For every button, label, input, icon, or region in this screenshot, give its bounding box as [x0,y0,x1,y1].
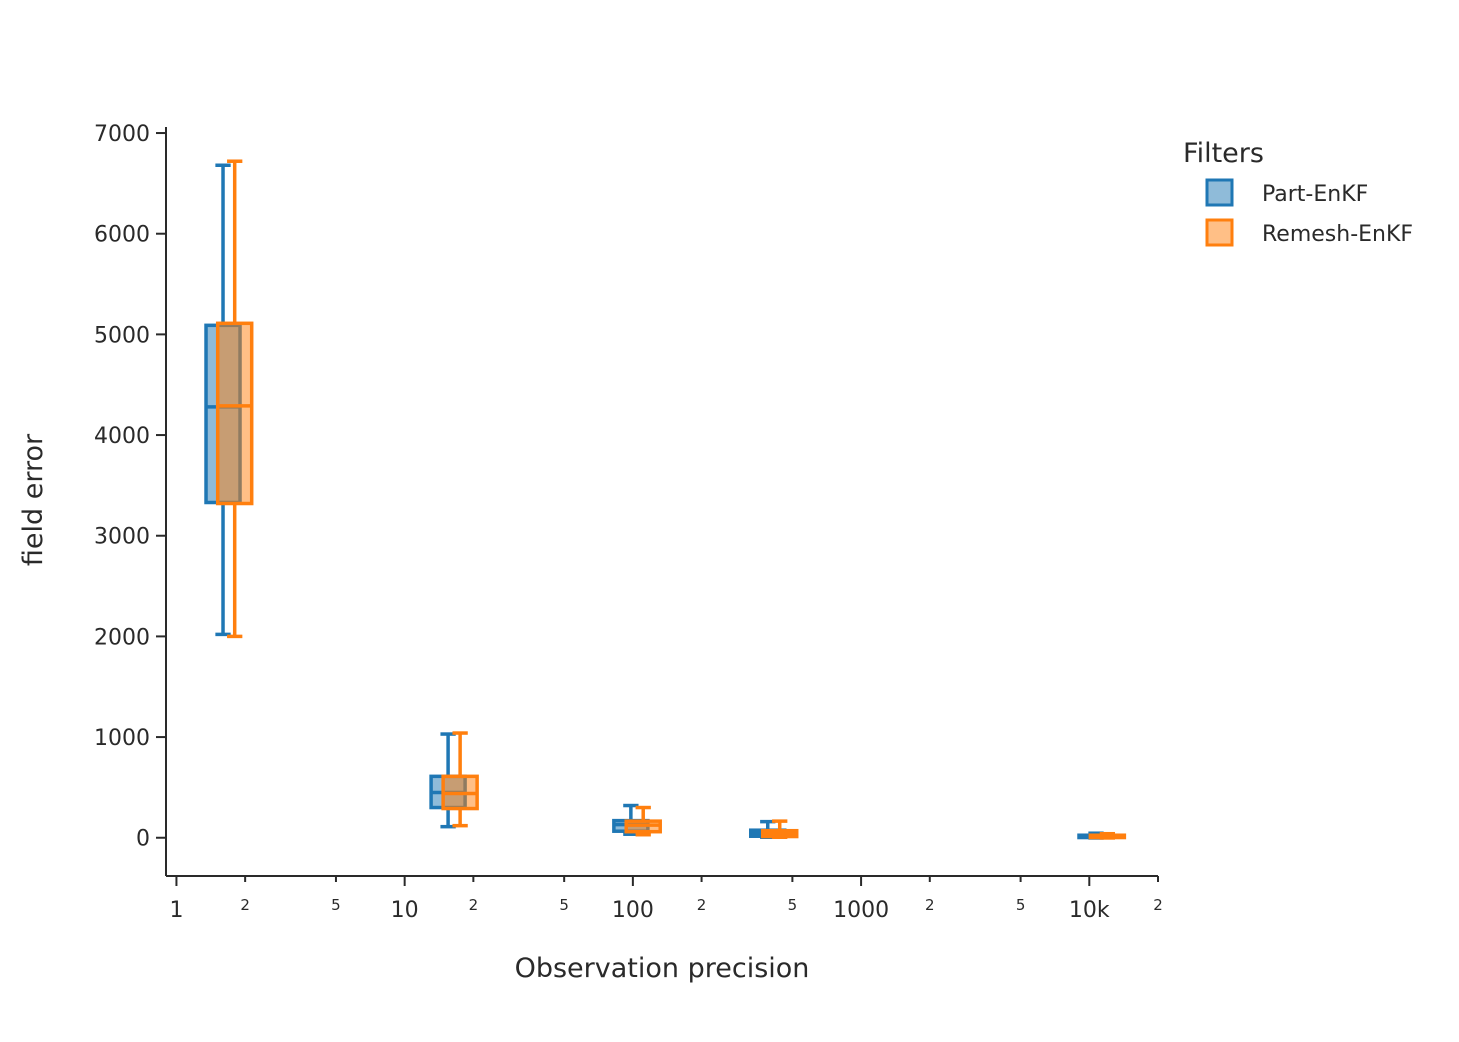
x-tick-label-1: 1 [169,898,183,923]
x-tick-label-10000: 10k [1069,898,1110,923]
y-tick-label-4000: 4000 [94,424,150,449]
legend-label-remesh-enkf: Remesh-EnKF [1262,222,1413,247]
x-minor-tick-label-20000: 2 [1153,896,1163,914]
x-tick-label-100: 100 [612,898,654,923]
legend-title: Filters [1183,138,1264,169]
x-minor-tick-label-2000: 2 [925,896,935,914]
y-tick-label-1000: 1000 [94,726,150,751]
box-remesh-enkf-4[interactable] [1088,831,1127,840]
x-minor-tick-label-20: 2 [469,896,479,914]
box-body [215,321,254,506]
legend-item-part-enkf[interactable]: Part-EnKF [1205,178,1368,207]
x-tick-label-10: 10 [391,898,419,923]
legend-item-remesh-enkf[interactable]: Remesh-EnKF [1205,218,1413,247]
box-remesh-enkf-0[interactable] [215,159,254,639]
y-tick-label-6000: 6000 [94,223,150,248]
y-tick-label-7000: 7000 [94,122,150,147]
y-tick-label-0: 0 [136,827,150,852]
x-tick-label-1000: 1000 [833,898,889,923]
x-minor-tick-label-5: 5 [331,896,341,914]
box-remesh-enkf-2[interactable] [624,805,662,837]
box-series [204,159,1127,840]
y-axis: 0 1000 2000 3000 4000 5000 6000 7000 [94,122,167,876]
x-minor-tick-label-200: 2 [697,896,707,914]
x-minor-tick-label-2: 2 [240,896,250,914]
legend: Filters Part-EnKF Remesh-EnKF [1183,138,1413,247]
y-tick-label-5000: 5000 [94,323,150,348]
x-minor-tick-label-500: 5 [788,896,798,914]
y-axis-title: field error [18,433,49,566]
box-remesh-enkf-1[interactable] [441,731,479,828]
legend-swatch-remesh-enkf [1205,218,1234,247]
legend-label-part-enkf: Part-EnKF [1262,182,1368,207]
x-minor-tick-label-5000: 5 [1016,896,1026,914]
x-axis: 1 10 100 1000 10k 2 5 2 5 2 5 2 5 2 [166,875,1163,923]
y-tick-label-2000: 2000 [94,625,150,650]
legend-swatch-part-enkf [1205,178,1234,207]
x-axis-title: Observation precision [515,953,810,984]
y-tick-label-3000: 3000 [94,525,150,550]
box-remesh-enkf-3[interactable] [760,819,799,839]
x-minor-tick-label-50: 5 [559,896,569,914]
